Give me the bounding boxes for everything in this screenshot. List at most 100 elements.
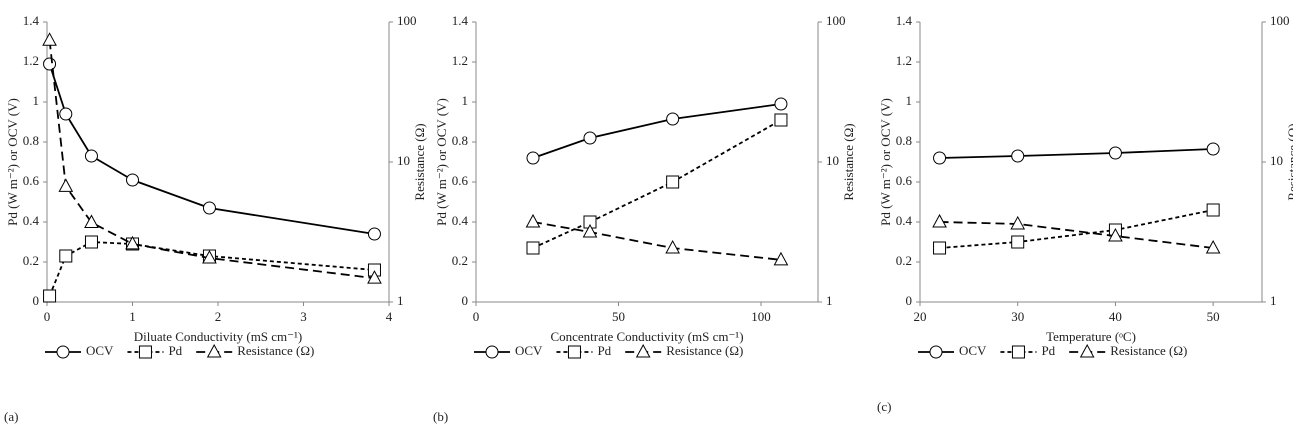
legend-label: Resistance (Ω) <box>1110 343 1187 358</box>
y-tick-label: 1.2 <box>896 53 912 68</box>
marker-triangle <box>125 235 140 250</box>
x-tick-label: 4 <box>386 309 393 324</box>
marker-circle <box>84 149 98 163</box>
marker-triangle <box>58 178 74 192</box>
x-tick-label: 0 <box>473 309 480 324</box>
marker-circle <box>774 97 788 111</box>
x-tick-label: 50 <box>1207 309 1220 324</box>
marker-triangle <box>1010 215 1026 230</box>
marker-square <box>567 345 581 359</box>
x-tick-label: 100 <box>751 309 771 324</box>
marker-square <box>43 289 57 303</box>
x-tick-label: 0 <box>44 309 51 324</box>
y-tick-label: 0.6 <box>23 173 40 188</box>
y2-axis-title: Resistance (Ω) <box>1285 123 1293 200</box>
y-tick-label: 0.8 <box>23 133 39 148</box>
y-tick-label: 0 <box>906 293 913 308</box>
y-tick-label: 1.4 <box>896 13 913 28</box>
y-tick-label: 1.4 <box>23 13 40 28</box>
legend-label: OCV <box>515 343 543 358</box>
y2-axis-title: Resistance (Ω) <box>412 123 427 200</box>
series-line <box>48 40 375 280</box>
marker-square <box>526 241 540 255</box>
series-line <box>48 241 375 297</box>
y-tick-label: 0.4 <box>452 213 469 228</box>
marker-circle <box>485 345 499 359</box>
y2-tick-label: 10 <box>397 153 410 168</box>
marker-triangle <box>525 213 541 228</box>
y-tick-label: 0.8 <box>896 133 912 148</box>
marker-square <box>1011 345 1025 359</box>
marker-square <box>84 235 98 249</box>
y-tick-label: 1.2 <box>23 53 39 68</box>
y-tick-label: 0.8 <box>452 133 468 148</box>
series-line <box>939 148 1214 159</box>
y-tick-label: 1.4 <box>452 13 469 28</box>
series-line <box>939 209 1214 249</box>
legend-label: Pd <box>597 343 611 358</box>
y-tick-label: 0.6 <box>452 173 469 188</box>
y-tick-label: 1 <box>33 93 40 108</box>
y2-tick-label: 100 <box>826 13 846 28</box>
legend-label: OCV <box>959 343 987 358</box>
marker-circle <box>583 131 597 145</box>
y-tick-label: 1.2 <box>452 53 468 68</box>
marker-triangle <box>42 32 57 46</box>
marker-triangle <box>1079 343 1095 358</box>
y2-tick-label: 10 <box>1270 153 1283 168</box>
x-axis-title: Concentrate Conductivity (mS cm⁻¹) <box>550 329 743 344</box>
marker-triangle <box>932 213 947 228</box>
marker-circle <box>666 112 680 126</box>
y-tick-label: 1 <box>906 93 913 108</box>
y-tick-label: 0.4 <box>23 213 40 228</box>
marker-circle <box>929 345 943 359</box>
y2-tick-label: 1 <box>397 293 404 308</box>
y-tick-label: 0 <box>33 293 40 308</box>
y2-tick-label: 1 <box>826 293 833 308</box>
x-axis-title: Diluate Conductivity (mS cm⁻¹) <box>134 329 303 344</box>
marker-circle <box>367 227 381 241</box>
marker-circle <box>43 57 57 71</box>
marker-circle <box>1011 149 1025 163</box>
x-tick-label: 40 <box>1109 309 1122 324</box>
x-tick-label: 1 <box>129 309 136 324</box>
marker-triangle <box>773 251 789 266</box>
y2-axis-title: Resistance (Ω) <box>841 123 856 200</box>
panel-label: (b) <box>433 409 448 424</box>
y2-tick-label: 100 <box>1270 13 1290 28</box>
marker-circle <box>56 345 70 359</box>
series-line <box>939 221 1214 249</box>
x-axis-title: Temperature (ᵒC) <box>1046 329 1136 344</box>
series-line <box>48 63 375 235</box>
marker-square <box>666 175 680 189</box>
panel-label: (c) <box>877 399 891 414</box>
marker-square <box>774 113 788 127</box>
marker-square <box>933 241 947 255</box>
marker-circle <box>1108 146 1122 160</box>
marker-triangle <box>1108 227 1123 242</box>
marker-square <box>1011 235 1025 249</box>
x-tick-label: 3 <box>300 309 307 324</box>
marker-triangle <box>1205 239 1221 254</box>
y2-tick-label: 1 <box>1270 293 1277 308</box>
marker-triangle <box>84 214 99 228</box>
legend-label: OCV <box>86 343 114 358</box>
marker-circle <box>1206 142 1220 156</box>
y-axis-title: Pd (W m⁻²) or OCV (V) <box>878 98 893 226</box>
y-tick-label: 0.4 <box>896 213 913 228</box>
marker-square <box>59 249 73 263</box>
y-tick-label: 0.2 <box>452 253 468 268</box>
series-line <box>532 221 782 261</box>
series-line <box>532 119 782 249</box>
y-tick-label: 0.2 <box>23 253 39 268</box>
y2-tick-label: 100 <box>397 13 417 28</box>
y-tick-label: 0.6 <box>896 173 913 188</box>
legend-label: Pd <box>168 343 182 358</box>
legend-label: Resistance (Ω) <box>237 343 314 358</box>
y-axis-title: Pd (W m⁻²) or OCV (V) <box>5 98 20 226</box>
marker-circle <box>933 151 947 165</box>
y-tick-label: 0.2 <box>896 253 912 268</box>
marker-triangle <box>582 223 598 238</box>
